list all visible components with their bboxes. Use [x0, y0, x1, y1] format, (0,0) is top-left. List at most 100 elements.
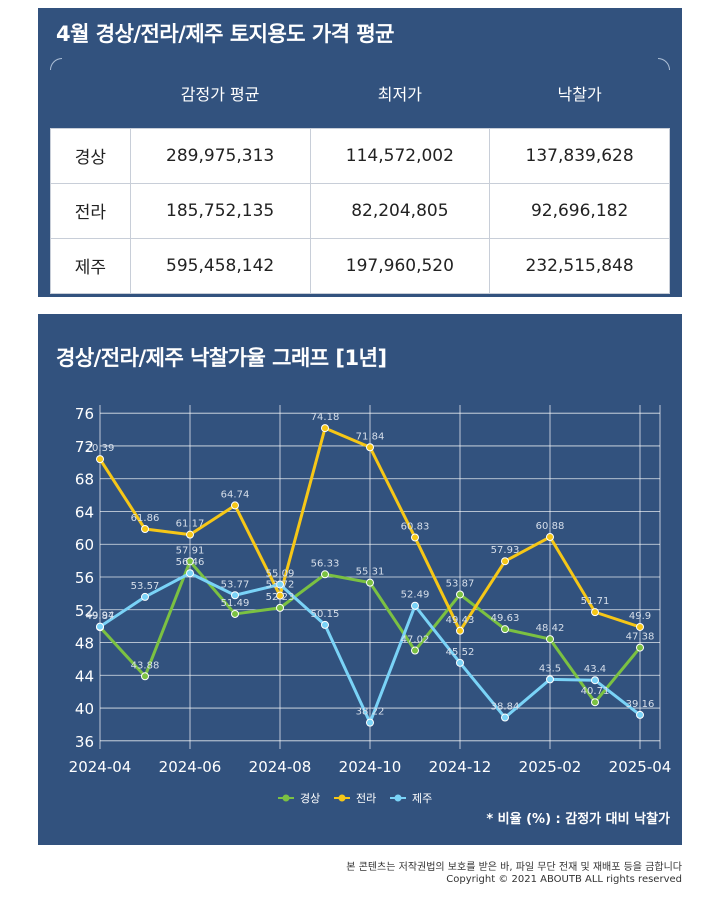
y-tick-label: 48: [75, 635, 94, 653]
price-table-box: 감정가 평균 최저가 낙찰가 경상 289,975,313 114,572,00…: [50, 58, 670, 294]
data-point: [501, 625, 509, 634]
data-point: [276, 603, 284, 612]
x-tick-label: 2024-06: [159, 758, 222, 776]
data-point: [636, 710, 644, 719]
table-row: 전라 185,752,135 82,204,805 92,696,182: [50, 182, 670, 239]
data-label: 74.18: [311, 412, 340, 423]
data-point: [456, 626, 464, 635]
y-tick-label: 64: [75, 503, 94, 521]
data-label: 53.77: [221, 579, 250, 590]
data-label: 51.71: [581, 596, 610, 607]
data-point: [141, 525, 149, 534]
data-label: 40.71: [581, 686, 610, 697]
legend-label: 경상: [300, 792, 320, 805]
data-point: [636, 622, 644, 631]
cell-winning: 92,696,182: [489, 182, 670, 239]
data-label: 56.33: [311, 558, 340, 569]
axes: 36 40 44 48 52 56 60 64 68 72 76 2024-04 2024-06 2024…: [69, 405, 672, 776]
x-tick-label: 2024-10: [339, 758, 402, 776]
data-label: 53.57: [131, 581, 160, 592]
data-label: 49.63: [491, 613, 520, 624]
chart-panel: 경상/전라/제주 낙찰가율 그래프 [1년] 36 40 44 48 52 56 60 64 6…: [38, 314, 682, 845]
data-point: [186, 557, 194, 566]
copyright-line: Copyright © 2021 ABOUTB ALL rights reser…: [446, 874, 682, 885]
data-point: [141, 672, 149, 681]
data-point: [546, 675, 554, 684]
data-point: [591, 698, 599, 707]
data-point: [141, 592, 149, 601]
data-label: 55.09: [266, 568, 295, 579]
data-label: 55.31: [356, 567, 385, 578]
data-point: [96, 455, 104, 464]
cell-minimum: 114,572,002: [309, 127, 491, 184]
x-tick-label: 2024-08: [249, 758, 312, 776]
cell-minimum: 82,204,805: [309, 182, 491, 239]
ratio-note: * 비율 (%) : 감정가 대비 낙찰가: [486, 812, 670, 827]
data-label: 50.15: [311, 609, 340, 620]
data-label: 49.9: [629, 611, 651, 622]
y-tick-label: 44: [75, 667, 94, 685]
data-point: [96, 622, 104, 631]
data-label: 52.49: [401, 590, 430, 601]
data-point: [276, 591, 284, 600]
data-point: [546, 635, 554, 644]
grid: [99, 405, 661, 749]
x-tick-label: 2025-04: [609, 758, 672, 776]
y-tick-label: 72: [75, 438, 94, 456]
data-point: [321, 620, 329, 629]
data-label: 53.72: [266, 580, 295, 591]
corner-decoration: [50, 58, 62, 70]
cell-region: 전라: [50, 182, 131, 239]
legend-label: 전라: [356, 792, 376, 805]
table-header-row: 감정가 평균 최저가 낙찰가: [51, 58, 670, 128]
x-tick-label: 2024-04: [69, 758, 132, 776]
data-label: 47.38: [626, 632, 655, 643]
y-tick-label: 52: [75, 602, 94, 620]
cell-appraisal: 595,458,142: [129, 237, 311, 294]
data-point: [231, 609, 239, 618]
chart-title: 경상/전라/제주 낙찰가율 그래프 [1년]: [56, 346, 387, 370]
data-point: [321, 424, 329, 433]
cell-appraisal: 289,975,313: [129, 127, 311, 184]
legend-swatch-dot: [394, 794, 402, 802]
table-row: 제주 595,458,142 197,960,520 232,515,848: [50, 237, 670, 294]
data-point: [411, 533, 419, 542]
line-chart: 36 40 44 48 52 56 60 64 68 72 76 2024-04 2024-06 2024…: [69, 405, 672, 805]
data-label: 47.02: [401, 635, 430, 646]
y-tick-label: 40: [75, 700, 94, 718]
header-appraisal: 감정가 평균: [180, 84, 260, 104]
y-tick-label: 76: [75, 405, 94, 423]
data-label: 57.93: [491, 545, 520, 556]
data-point: [501, 557, 509, 566]
price-table-panel: 4월 경상/전라/제주 토지용도 가격 평균 감정가 평균 최저가 낙찰가 경상…: [38, 8, 682, 297]
data-label: 49.43: [446, 615, 475, 626]
y-tick-label: 60: [75, 536, 94, 554]
x-tick-label: 2025-02: [519, 758, 582, 776]
data-point: [456, 658, 464, 667]
data-label: 39.16: [626, 699, 655, 710]
cell-winning: 232,515,848: [489, 237, 670, 294]
legend-swatch-dot: [338, 794, 346, 802]
data-label: 71.84: [356, 431, 385, 442]
x-tick-label: 2024-12: [429, 758, 492, 776]
data-label: 52.23: [266, 592, 295, 603]
data-point: [546, 533, 554, 542]
data-point: [411, 601, 419, 610]
data-point: [276, 580, 284, 589]
data-label: 38.22: [356, 707, 385, 718]
series-lines: [96, 424, 644, 727]
data-label: 43.5: [539, 663, 561, 674]
cell-winning: 137,839,628: [489, 127, 670, 184]
data-point: [321, 570, 329, 579]
data-point: [366, 443, 374, 452]
data-labels: 49.87 43.88 57.91 51.49 52.23 56.33 55.31 47.02…: [86, 412, 655, 718]
legend: 경상 전라 제주: [278, 792, 432, 805]
data-label: 49.94: [86, 611, 115, 622]
data-label: 64.74: [221, 489, 250, 500]
data-point: [411, 646, 419, 655]
header-minimum: 최저가: [377, 84, 422, 104]
data-label: 70.39: [86, 443, 115, 454]
y-tick-label: 68: [75, 471, 94, 489]
data-point: [186, 569, 194, 578]
data-point: [231, 501, 239, 510]
